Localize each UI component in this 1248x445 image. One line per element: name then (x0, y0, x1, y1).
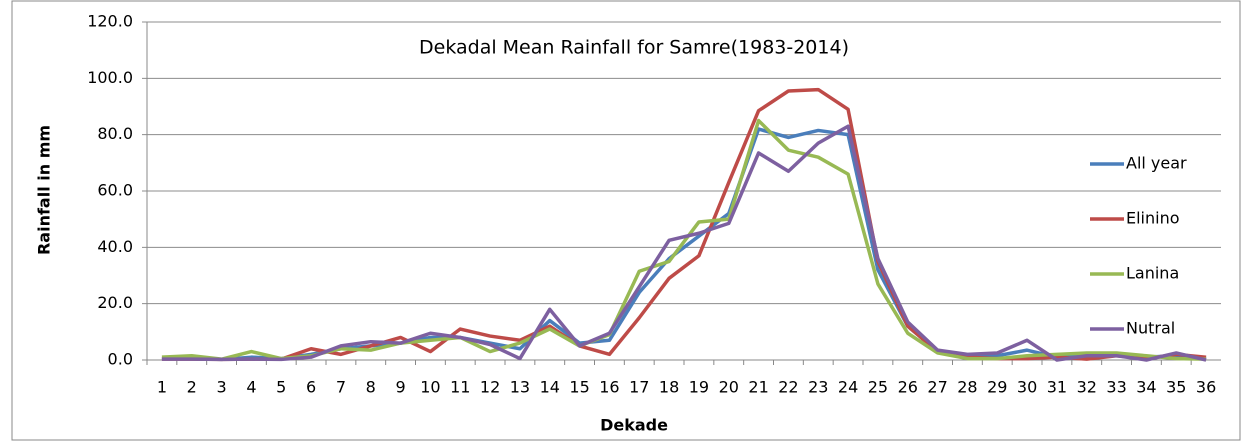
x-tick-label: 2 (187, 378, 197, 397)
series-line (161, 118, 1207, 361)
legend-label: Lanina (1126, 264, 1179, 283)
x-tick-label: 34 (1136, 378, 1156, 397)
x-tick-label: 26 (898, 378, 918, 397)
x-tick-label: 13 (510, 378, 530, 397)
x-tick-label: 28 (957, 378, 977, 397)
x-tick-label: 3 (216, 378, 226, 397)
x-tick-label: 17 (629, 378, 649, 397)
x-tick-label: 12 (480, 378, 500, 397)
x-tick-label: 29 (987, 378, 1007, 397)
x-tick-label: 33 (1106, 378, 1126, 397)
x-tick-label: 22 (778, 378, 798, 397)
y-tick-label: 100.0 (87, 68, 133, 87)
y-tick-label: 40.0 (97, 237, 133, 256)
x-tick-label: 27 (927, 378, 947, 397)
x-tick-label: 25 (868, 378, 888, 397)
x-axis-label: Dekade (600, 416, 668, 435)
x-tick-label: 19 (689, 378, 709, 397)
x-tick-label: 10 (420, 378, 440, 397)
x-tick-label: 20 (719, 378, 739, 397)
x-tick-label: 8 (366, 378, 376, 397)
x-tick-label: 21 (748, 378, 768, 397)
legend-label: Nutral (1126, 319, 1175, 338)
x-tick-label: 15 (569, 378, 589, 397)
chart-border (11, 0, 1241, 441)
x-tick-label: 36 (1196, 378, 1216, 397)
x-tick-label: 11 (450, 378, 470, 397)
series-line (161, 87, 1207, 362)
x-tick-label: 24 (838, 378, 858, 397)
y-axis-label: Rainfall in mm (35, 125, 54, 255)
x-tick-label: 6 (306, 378, 316, 397)
legend-label: Elinino (1126, 209, 1180, 228)
x-tick-label: 1 (157, 378, 167, 397)
series-line (161, 124, 1207, 362)
x-tick-label: 9 (395, 378, 405, 397)
y-tick-label: 60.0 (97, 181, 133, 200)
y-tick-label: 120.0 (87, 12, 133, 31)
x-tick-label: 23 (808, 378, 828, 397)
x-tick-label: 14 (540, 378, 560, 397)
chart-title: Dekadal Mean Rainfall for Samre(1983-201… (419, 37, 849, 59)
y-tick-label: 80.0 (97, 124, 133, 143)
y-tick-label: 0.0 (108, 350, 133, 369)
x-tick-label: 32 (1077, 378, 1097, 397)
x-tick-label: 30 (1017, 378, 1037, 397)
x-tick-label: 16 (599, 378, 619, 397)
x-tick-label: 31 (1047, 378, 1067, 397)
x-tick-label: 4 (246, 378, 256, 397)
x-tick-label: 5 (276, 378, 286, 397)
legend-label: All year (1126, 154, 1187, 173)
y-tick-label: 20.0 (97, 293, 133, 312)
x-tick-label: 35 (1166, 378, 1186, 397)
x-tick-label: 7 (336, 378, 346, 397)
x-tick-label: 18 (659, 378, 679, 397)
